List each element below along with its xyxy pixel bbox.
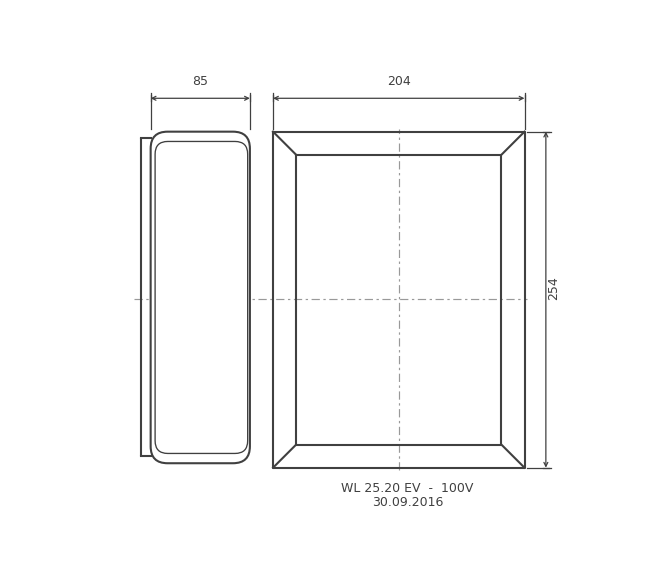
Text: 30.09.2016: 30.09.2016: [372, 496, 443, 509]
Text: 85: 85: [192, 76, 208, 88]
Text: WL 25.20 EV  -  100V: WL 25.20 EV - 100V: [341, 483, 474, 495]
Text: 204: 204: [387, 76, 411, 88]
Text: 254: 254: [547, 276, 560, 299]
FancyBboxPatch shape: [151, 132, 250, 463]
